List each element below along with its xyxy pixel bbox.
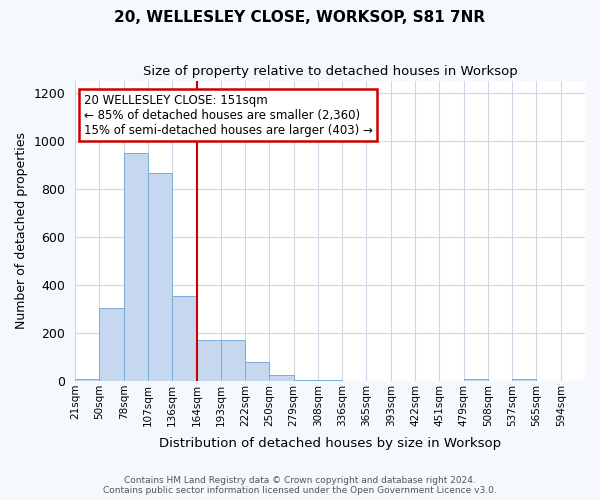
Bar — [293, 380, 318, 381]
Bar — [269, 375, 293, 381]
Bar — [512, 379, 536, 381]
X-axis label: Distribution of detached houses by size in Worksop: Distribution of detached houses by size … — [159, 437, 501, 450]
Bar — [221, 340, 245, 381]
Bar — [318, 380, 342, 381]
Title: Size of property relative to detached houses in Worksop: Size of property relative to detached ho… — [143, 65, 517, 78]
Text: 20 WELLESLEY CLOSE: 151sqm
← 85% of detached houses are smaller (2,360)
15% of s: 20 WELLESLEY CLOSE: 151sqm ← 85% of deta… — [83, 94, 373, 137]
Bar — [172, 296, 197, 381]
Bar — [75, 378, 100, 381]
Y-axis label: Number of detached properties: Number of detached properties — [15, 132, 28, 330]
Bar — [245, 362, 269, 381]
Bar — [464, 379, 488, 381]
Bar — [124, 152, 148, 381]
Text: 20, WELLESLEY CLOSE, WORKSOP, S81 7NR: 20, WELLESLEY CLOSE, WORKSOP, S81 7NR — [115, 10, 485, 25]
Text: Contains HM Land Registry data © Crown copyright and database right 2024.
Contai: Contains HM Land Registry data © Crown c… — [103, 476, 497, 495]
Bar — [148, 173, 172, 381]
Bar — [197, 340, 221, 381]
Bar — [100, 308, 124, 381]
